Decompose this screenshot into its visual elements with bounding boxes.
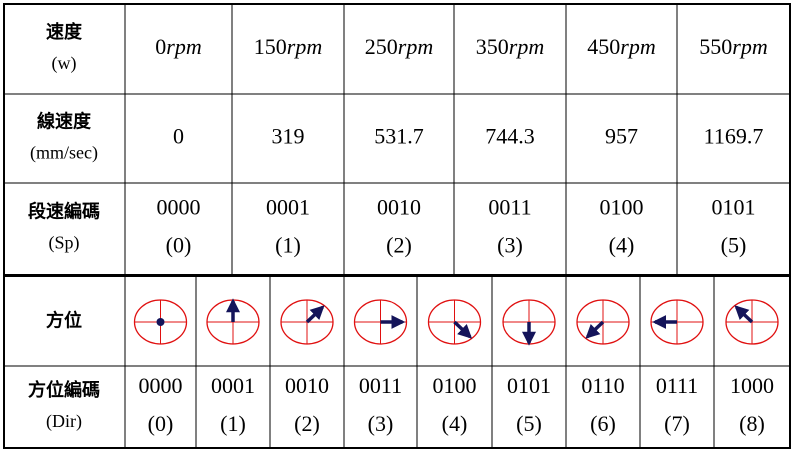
cell-value: (4) [609, 233, 635, 258]
speed-number: 550 [699, 34, 732, 59]
cell-value: (3) [497, 233, 523, 258]
row-label: 段速編碼 [28, 201, 100, 223]
table-border [3, 3, 791, 449]
speed-number: 250 [365, 34, 398, 59]
cell-value: (6) [590, 411, 616, 436]
row-label: 方位編碼 [28, 379, 100, 401]
direction-dot [156, 318, 165, 326]
cell-value: 150rpm [254, 34, 322, 59]
row-label: (Dir) [46, 411, 82, 432]
speed-number: 450 [587, 34, 620, 59]
direction-arrow [305, 305, 325, 324]
cell-value: 550rpm [699, 34, 767, 59]
cell-value: (0) [166, 233, 192, 258]
cell-value: (7) [664, 411, 690, 436]
cell-value: 0100 [600, 195, 644, 220]
cell-value: 0010 [377, 195, 421, 220]
speed-number: 350 [476, 34, 509, 59]
cell-value: 744.3 [485, 124, 535, 149]
speed-number: 0 [155, 34, 166, 59]
speed-unit: rpm [166, 34, 201, 59]
cell-value: 319 [272, 124, 305, 149]
speed-number: 150 [254, 34, 287, 59]
speed-unit: rpm [398, 34, 433, 59]
cell-value: 0011 [359, 373, 402, 398]
cell-value: (3) [368, 411, 394, 436]
speed-unit: rpm [509, 34, 544, 59]
cell-value: 0111 [656, 373, 698, 398]
cell-value: 0001 [211, 373, 255, 398]
cell-value: (2) [386, 233, 412, 258]
speed-unit: rpm [732, 34, 767, 59]
cell-value: (8) [739, 411, 765, 436]
cell-value: 0110 [581, 373, 624, 398]
cell-value: 0101 [712, 195, 756, 220]
speed-unit: rpm [620, 34, 655, 59]
row-label: 方位 [46, 310, 82, 332]
direction-arrow [453, 320, 473, 339]
cell-value: 531.7 [374, 124, 424, 149]
cell-value: 0000 [139, 373, 183, 398]
cell-value: 0rpm [155, 34, 201, 59]
cell-value: (5) [721, 233, 747, 258]
cell-value: (1) [220, 411, 246, 436]
row-label: 速度 [46, 21, 83, 43]
cell-value: 0011 [488, 195, 531, 220]
row-label: (Sp) [49, 233, 80, 254]
cell-value: (1) [275, 233, 301, 258]
cell-value: 350rpm [476, 34, 544, 59]
cell-value: 957 [605, 124, 638, 149]
cell-value: 0101 [507, 373, 551, 398]
cell-value: (5) [516, 411, 542, 436]
row-label: 線速度 [37, 111, 92, 133]
cell-value: (4) [442, 411, 468, 436]
cell-value: 450rpm [587, 34, 655, 59]
cell-value: (2) [294, 411, 320, 436]
row-label: (w) [52, 53, 77, 74]
speed-unit: rpm [287, 34, 322, 59]
cell-value: 1169.7 [704, 124, 764, 149]
cell-value: 0001 [266, 195, 310, 220]
cell-value: 250rpm [365, 34, 433, 59]
cell-value: 0000 [157, 195, 201, 220]
row-label: (mm/sec) [30, 143, 98, 164]
cell-value: 0 [173, 124, 184, 149]
cell-value: (0) [148, 411, 174, 436]
direction-arrow [734, 305, 754, 324]
cell-value: 1000 [730, 373, 774, 398]
cell-value: 0010 [285, 373, 329, 398]
cell-value: 0100 [433, 373, 477, 398]
direction-arrow [585, 320, 605, 339]
